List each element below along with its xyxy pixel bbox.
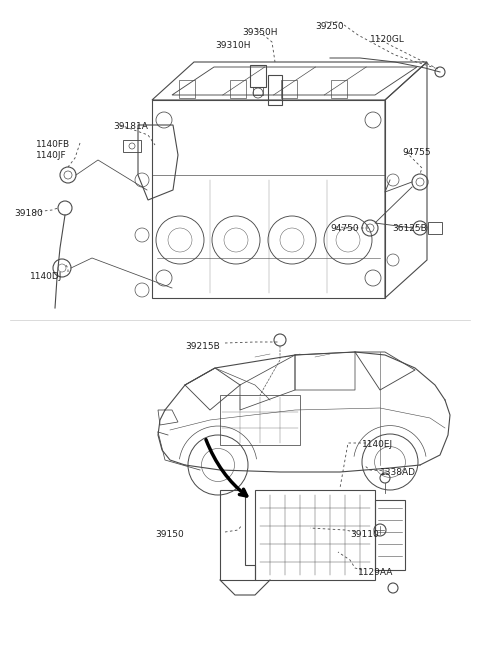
Text: 39310H: 39310H: [215, 41, 251, 50]
Bar: [230, 80, 246, 98]
Text: 39350H: 39350H: [242, 28, 277, 37]
Text: 39150: 39150: [155, 530, 184, 539]
Text: 39110: 39110: [350, 530, 379, 539]
Text: 36125B: 36125B: [392, 224, 427, 233]
Text: 1129AA: 1129AA: [358, 568, 394, 577]
Bar: [331, 80, 347, 98]
Text: 94750: 94750: [330, 224, 359, 233]
Text: 1140EJ: 1140EJ: [362, 440, 393, 449]
Bar: [375, 500, 405, 570]
Text: 39180: 39180: [14, 209, 43, 218]
Bar: [123, 140, 141, 152]
Bar: [179, 80, 195, 98]
Bar: [220, 395, 300, 445]
Text: 39250: 39250: [315, 22, 344, 31]
Bar: [253, 87, 263, 95]
Text: 94755: 94755: [402, 148, 431, 157]
Text: 1140DJ: 1140DJ: [30, 272, 62, 281]
Bar: [268, 75, 282, 105]
Text: 39215B: 39215B: [185, 342, 220, 351]
Bar: [255, 490, 375, 580]
Text: 1140FB: 1140FB: [36, 140, 70, 149]
Text: 39181A: 39181A: [113, 122, 148, 131]
Text: 1338AD: 1338AD: [380, 468, 416, 477]
Bar: [250, 65, 266, 87]
Bar: [280, 80, 297, 98]
Bar: [428, 222, 442, 234]
Text: 1120GL: 1120GL: [370, 35, 405, 44]
Text: 1140JF: 1140JF: [36, 151, 67, 160]
